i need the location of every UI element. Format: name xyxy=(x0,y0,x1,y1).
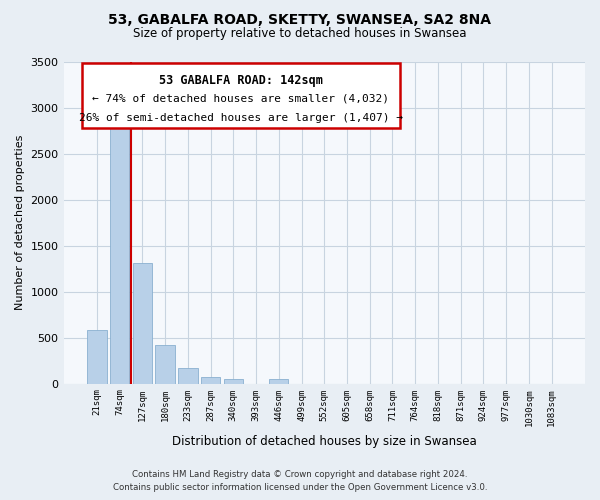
FancyBboxPatch shape xyxy=(82,63,400,128)
Bar xyxy=(224,379,243,384)
X-axis label: Distribution of detached houses by size in Swansea: Distribution of detached houses by size … xyxy=(172,434,476,448)
Text: ← 74% of detached houses are smaller (4,032): ← 74% of detached houses are smaller (4,… xyxy=(92,94,389,104)
Bar xyxy=(178,368,197,384)
Bar xyxy=(87,330,107,384)
Y-axis label: Number of detached properties: Number of detached properties xyxy=(15,135,25,310)
Bar xyxy=(110,116,130,384)
Bar xyxy=(133,263,152,384)
Text: 53 GABALFA ROAD: 142sqm: 53 GABALFA ROAD: 142sqm xyxy=(159,74,323,88)
Text: 53, GABALFA ROAD, SKETTY, SWANSEA, SA2 8NA: 53, GABALFA ROAD, SKETTY, SWANSEA, SA2 8… xyxy=(109,12,491,26)
Bar xyxy=(155,346,175,384)
Bar xyxy=(269,379,289,384)
Text: Size of property relative to detached houses in Swansea: Size of property relative to detached ho… xyxy=(133,28,467,40)
Text: Contains HM Land Registry data © Crown copyright and database right 2024.
Contai: Contains HM Land Registry data © Crown c… xyxy=(113,470,487,492)
Text: 26% of semi-detached houses are larger (1,407) →: 26% of semi-detached houses are larger (… xyxy=(79,113,403,123)
Bar xyxy=(201,377,220,384)
